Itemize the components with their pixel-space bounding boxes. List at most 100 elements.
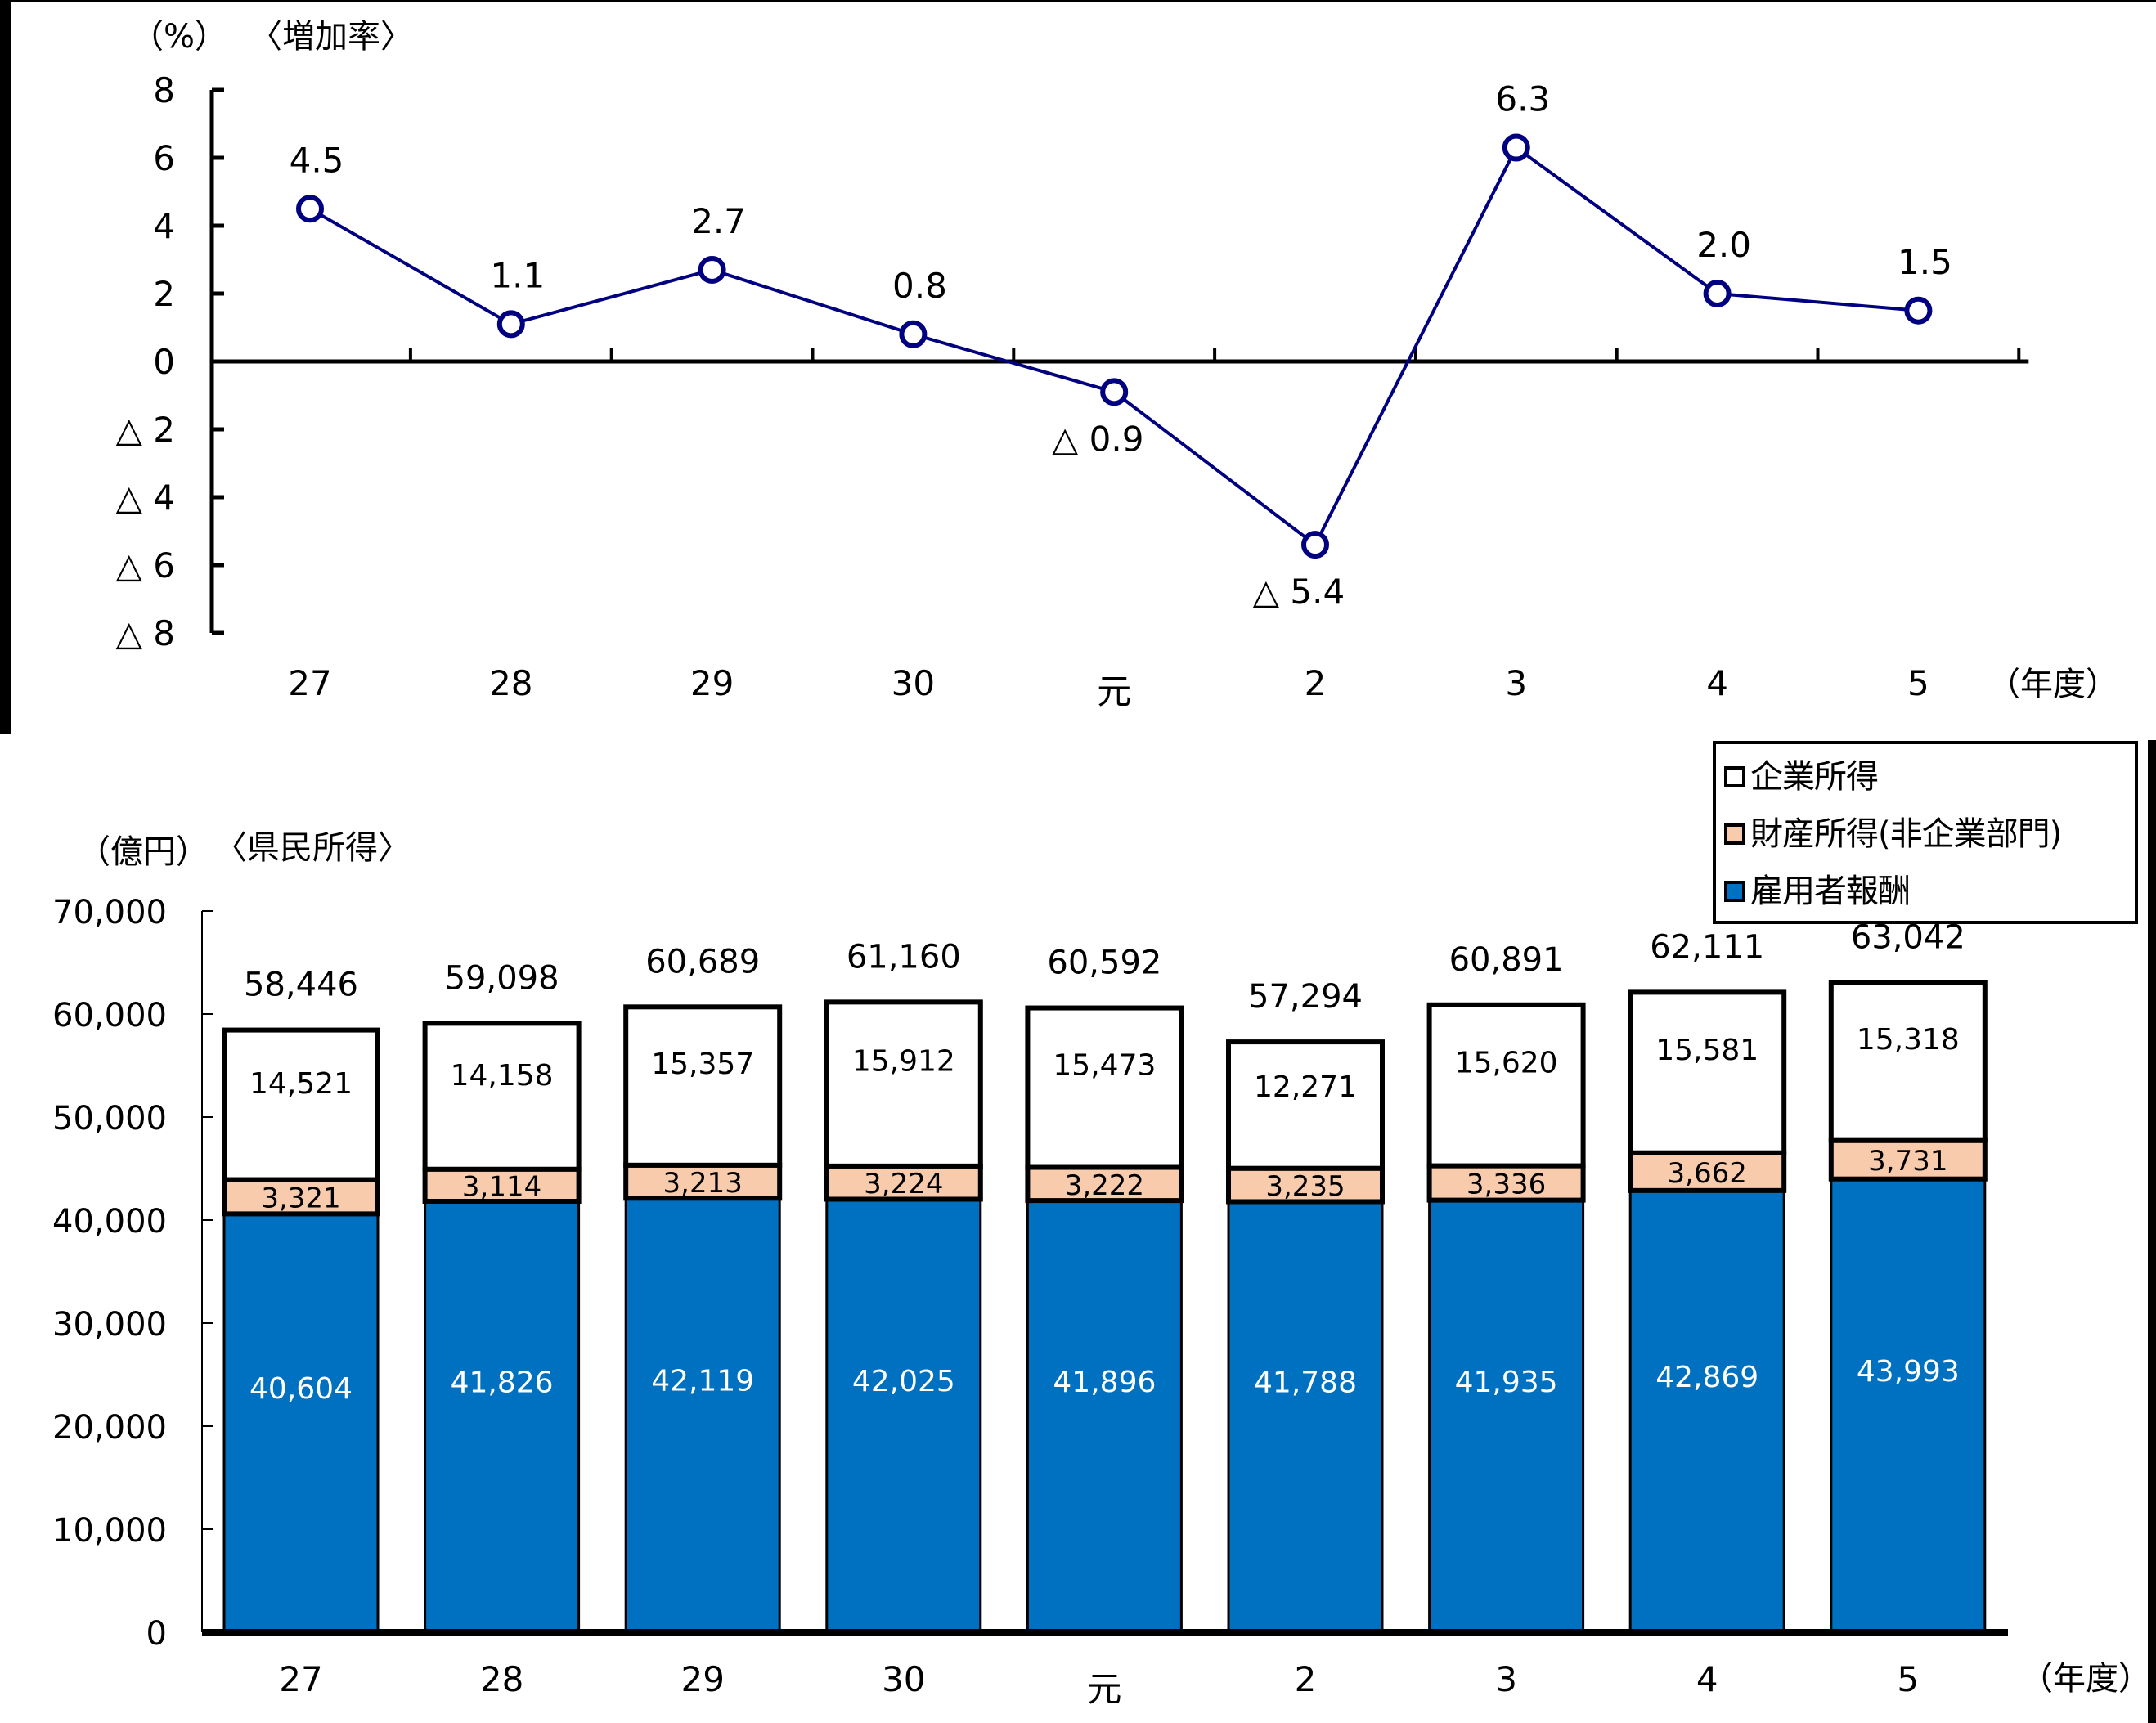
bar-stack: 41,935 3,336 15,620 60,891 [1426, 941, 1586, 1634]
total-value-label: 57,294 [1248, 978, 1363, 1016]
bar-segment [1628, 1189, 1785, 1634]
x-tick-label: 28 [489, 663, 532, 703]
segment-value-label: 40,604 [249, 1372, 353, 1406]
x-tick-label: 30 [882, 1659, 925, 1699]
data-point-marker-icon [698, 255, 726, 284]
x-tick-label: 4 [1706, 663, 1728, 703]
total-value-label: 60,689 [645, 943, 760, 980]
data-point-marker-icon [1301, 531, 1329, 559]
x-tick-label: 28 [480, 1659, 523, 1699]
bar-chart-title: 〈県民所得〉 [214, 829, 411, 867]
segment-value-label: 3,114 [462, 1170, 541, 1203]
segment-value-label: 14,521 [249, 1067, 353, 1101]
x-tick-label: 27 [288, 663, 331, 703]
segment-value-label: 15,912 [852, 1045, 955, 1079]
segment-value-label: 3,222 [1065, 1169, 1144, 1202]
y-tick-label: 10,000 [52, 1512, 167, 1550]
bar-segment [824, 999, 983, 1169]
bar-segment [824, 1163, 983, 1202]
y-tick-label: 50,000 [52, 1100, 167, 1137]
x-tick-label: 4 [1696, 1659, 1718, 1699]
x-tick-label: 29 [680, 1659, 724, 1699]
data-label: 2.0 [1696, 225, 1751, 265]
bar-segment [1025, 1005, 1184, 1170]
line-chart-unit-label: （%） [131, 18, 227, 56]
y-tick-label: △ 4 [116, 478, 175, 518]
y-tick-label: △ 2 [116, 410, 175, 450]
y-tick-label: 2 [153, 274, 175, 314]
segment-value-label: 3,321 [261, 1182, 340, 1214]
x-tick-label: 30 [892, 663, 935, 703]
bar-segment [1026, 1199, 1183, 1634]
bar-chart-legend: 企業所得 財産所得(非企業部門) 雇用者報酬 [1713, 741, 2138, 924]
segment-value-label: 3,731 [1868, 1145, 1947, 1178]
line-chart-y-axis: 8 6 4 2 0 △ 2 △ 4 △ 6 △ 8 [116, 70, 224, 653]
segment-value-label: 42,869 [1655, 1361, 1758, 1394]
x-tick-label: 2 [1295, 1659, 1317, 1699]
segment-value-label: 41,896 [1053, 1366, 1156, 1399]
y-tick-label: 8 [153, 70, 175, 110]
segment-value-label: 43,993 [1857, 1355, 1960, 1389]
y-tick-label: 40,000 [52, 1203, 167, 1241]
left-border [0, 0, 11, 734]
data-point-marker-icon [1904, 296, 1933, 325]
data-label: 2.7 [691, 201, 746, 241]
segment-value-label: 15,318 [1857, 1023, 1960, 1057]
legend-swatch-peach-icon [1724, 823, 1745, 845]
total-value-label: 62,111 [1650, 928, 1764, 966]
x-tick-label: 元 [1087, 1669, 1121, 1709]
right-border [2148, 740, 2156, 1723]
legend-label: 財産所得(非企業部門) [1750, 815, 2062, 853]
segment-value-label: 15,620 [1455, 1047, 1558, 1080]
data-point-marker-icon [899, 320, 928, 348]
bar-stack: 43,993 3,731 15,318 63,042 [1828, 919, 1988, 1634]
bar-stack: 40,604 3,321 14,521 58,446 [222, 967, 380, 1634]
legend-item-property-income: 財産所得(非企業部門) [1724, 810, 2062, 859]
x-tick-label: 元 [1097, 671, 1131, 711]
segment-value-label: 12,271 [1254, 1070, 1357, 1104]
bar-stack: 42,025 3,224 15,912 61,160 [824, 938, 983, 1634]
data-label: 1.1 [490, 255, 545, 295]
bar-stack: 42,869 3,662 15,581 62,111 [1628, 928, 1787, 1634]
bar-chart-unit-label: （億円） [78, 833, 209, 871]
segment-value-label: 42,025 [852, 1365, 955, 1398]
segment-value-label: 15,473 [1053, 1049, 1156, 1083]
bar-chart-y-axis: 0 10,000 20,000 30,000 40,000 50,000 60,000 70,… [52, 894, 213, 1653]
bar-stack: 41,896 3,222 15,473 60,592 [1025, 945, 1184, 1634]
bar-segment [1226, 1039, 1385, 1171]
y-tick-label: 20,000 [52, 1409, 167, 1447]
bar-segment [825, 1197, 982, 1634]
segment-value-label: 3,662 [1668, 1157, 1747, 1190]
data-point-marker-icon [296, 195, 324, 223]
bar-segment [1830, 1178, 1987, 1634]
bar-segment [1426, 1163, 1586, 1203]
y-tick-label: △ 8 [116, 613, 175, 653]
bar-segment [222, 1212, 380, 1634]
legend-swatch-blue-icon [1724, 881, 1745, 902]
data-point-marker-icon [1100, 378, 1129, 406]
segment-value-label: 42,119 [651, 1365, 754, 1398]
data-point-marker-icon [496, 310, 525, 339]
x-tick-label: 3 [1505, 663, 1527, 703]
total-value-label: 63,042 [1851, 919, 1965, 957]
segment-value-label: 14,158 [451, 1059, 554, 1093]
top-border [0, 0, 2156, 2]
y-tick-label: 6 [153, 138, 175, 178]
bar-segment [424, 1200, 581, 1634]
data-label: 6.3 [1495, 79, 1550, 119]
growth-rate-line [309, 145, 1919, 548]
bar-stack: 41,826 3,114 14,158 59,098 [422, 959, 582, 1634]
legend-item-compensation-of-employees: 雇用者報酬 [1724, 867, 1911, 916]
bar-chart-x-unit: （年度） [2020, 1660, 2151, 1698]
segment-value-label: 3,224 [864, 1168, 943, 1200]
total-value-label: 60,592 [1047, 945, 1161, 982]
bar-segment [1828, 1137, 1988, 1182]
legend-label: 企業所得 [1750, 758, 1879, 796]
y-tick-label: 30,000 [52, 1306, 167, 1344]
bar-segment [222, 1027, 380, 1182]
legend-swatch-white-icon [1724, 766, 1745, 787]
segment-value-label: 3,213 [663, 1167, 743, 1200]
segment-value-label: 15,357 [651, 1048, 754, 1081]
segment-value-label: 3,235 [1265, 1170, 1345, 1203]
